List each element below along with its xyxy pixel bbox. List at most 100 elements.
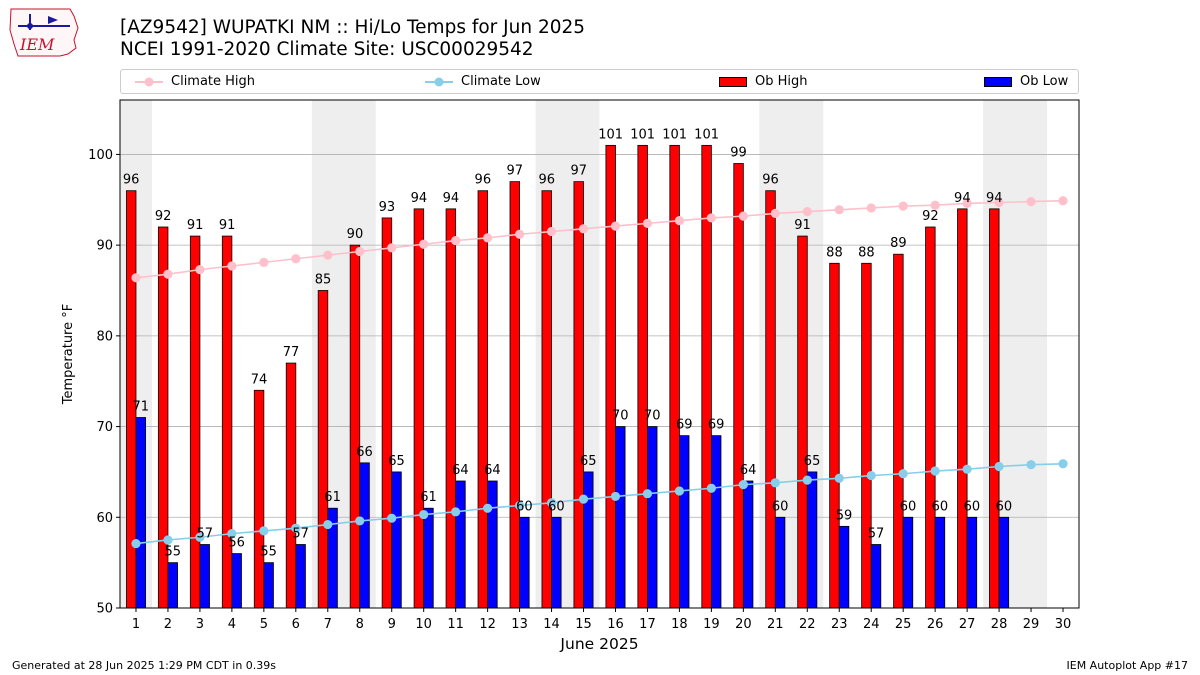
climate-low-point bbox=[930, 466, 940, 476]
ob-low-label: 59 bbox=[836, 508, 853, 523]
ob-high-swatch bbox=[719, 76, 747, 87]
climate-low-swatch bbox=[425, 77, 453, 86]
x-tick-label: 27 bbox=[959, 617, 976, 632]
ob-low-bar bbox=[167, 562, 178, 609]
x-tick-label: 24 bbox=[863, 617, 880, 632]
ob-low-bar bbox=[455, 480, 466, 609]
climate-low-point bbox=[355, 516, 365, 526]
ob-high-bar bbox=[189, 235, 201, 609]
climate-low-point bbox=[994, 461, 1004, 472]
ob-high-bar bbox=[989, 208, 1000, 609]
climate-low-point bbox=[674, 486, 685, 496]
ob-low-label: 70 bbox=[644, 409, 661, 424]
ob-low-label: 61 bbox=[324, 490, 341, 505]
chart-title: [AZ9542] WUPATKI NM :: Hi/Lo Temps for J… bbox=[120, 17, 586, 38]
ob-high-bar bbox=[509, 181, 520, 609]
ob-low-label: 57 bbox=[868, 527, 885, 542]
ob-low-label: 56 bbox=[228, 536, 245, 551]
bar-value-labels: 96 92 91 91 74 77 85 90 93 94 94 96 97 96 97 101 101 101 1… bbox=[123, 127, 1012, 559]
ob-high-label: 94 bbox=[443, 191, 460, 206]
climate-high-line bbox=[135, 199, 1064, 279]
climate-high-point bbox=[866, 203, 876, 213]
ob-high-label: 101 bbox=[662, 127, 687, 142]
x-tick-label: 4 bbox=[228, 617, 236, 632]
climate-high-point bbox=[930, 200, 940, 210]
ob-low-label: 70 bbox=[612, 409, 629, 424]
x-axis-label: June 2025 bbox=[559, 635, 638, 653]
climate-low-point bbox=[514, 500, 525, 511]
ob-low-label: 55 bbox=[260, 545, 277, 560]
ob-low-label: 60 bbox=[516, 499, 533, 514]
ob-high-label: 99 bbox=[730, 146, 747, 161]
climate-low-point bbox=[163, 535, 173, 545]
x-axis: 1 2 3 4 5 6 7 8 9 10 11 12 13 14 15 16 17 18 19 20 21 22 23 24 2… bbox=[132, 608, 1071, 632]
ob-low-bar bbox=[870, 544, 882, 609]
ob-high-bar bbox=[349, 244, 361, 609]
ob-low-bar bbox=[551, 516, 562, 609]
ob-low-bar bbox=[838, 525, 850, 609]
climate-low-point bbox=[419, 509, 429, 520]
ob-low-label: 60 bbox=[900, 499, 917, 514]
climate-low-point bbox=[962, 464, 972, 474]
ob-low-bar bbox=[647, 426, 658, 609]
x-tick-label: 5 bbox=[260, 617, 268, 632]
ob-low-bar bbox=[934, 516, 946, 609]
footer-generated: Generated at 28 Jun 2025 1:29 PM CDT in … bbox=[12, 659, 277, 672]
x-tick-label: 13 bbox=[511, 617, 528, 632]
x-tick-label: 11 bbox=[447, 617, 464, 632]
climate-high-point bbox=[514, 229, 525, 239]
ob-high-label: 92 bbox=[922, 209, 939, 224]
ob-low-label: 55 bbox=[164, 545, 181, 560]
ob-high-bar bbox=[317, 290, 329, 609]
y-tick-label: 80 bbox=[96, 329, 113, 344]
x-tick-label: 20 bbox=[735, 617, 752, 632]
ob-low-label: 65 bbox=[804, 454, 821, 469]
legend-label: Climate Low bbox=[461, 74, 541, 89]
ob-high-bar bbox=[285, 362, 297, 609]
ob-low-bar bbox=[774, 516, 786, 609]
ob-high-label: 97 bbox=[507, 164, 524, 179]
ob-low-label: 69 bbox=[708, 418, 725, 433]
ob-low-bar bbox=[710, 435, 722, 609]
ob-high-label: 94 bbox=[986, 191, 1003, 206]
climate-low-point bbox=[802, 475, 812, 485]
climate-low-point bbox=[898, 469, 908, 479]
legend-item-ob-low: Ob Low bbox=[984, 70, 1068, 93]
ob-low-label: 64 bbox=[484, 463, 501, 478]
ob-low-bar bbox=[391, 471, 402, 609]
x-tick-label: 7 bbox=[324, 617, 332, 632]
ob-low-label: 64 bbox=[452, 463, 469, 478]
climate-high-point bbox=[1026, 197, 1036, 207]
ob-high-label: 77 bbox=[283, 345, 300, 360]
ob-high-bar bbox=[541, 190, 552, 609]
ob-high-label: 101 bbox=[598, 127, 623, 142]
ob-high-bar bbox=[253, 389, 265, 609]
x-tick-label: 10 bbox=[415, 617, 432, 632]
climate-high-point bbox=[738, 211, 748, 221]
climate-low-point bbox=[259, 526, 269, 536]
x-tick-label: 8 bbox=[356, 617, 364, 632]
climate-high-point bbox=[962, 198, 972, 209]
ob-high-bar bbox=[445, 208, 457, 609]
x-tick-label: 23 bbox=[831, 617, 848, 632]
ob-low-bar bbox=[806, 471, 818, 609]
ob-high-label: 96 bbox=[762, 173, 779, 188]
ob-high-bar bbox=[797, 235, 808, 609]
ob-high-label: 88 bbox=[858, 245, 875, 260]
ob-low-swatch bbox=[984, 76, 1012, 87]
ob-high-bar bbox=[925, 226, 936, 609]
climate-high-swatch bbox=[135, 77, 163, 86]
ob-high-label: 96 bbox=[123, 173, 140, 188]
chart-subtitle: NCEI 1991-2020 Climate Site: USC00029542 bbox=[120, 39, 534, 60]
climate-high-point bbox=[163, 269, 173, 279]
ob-low-bar bbox=[135, 417, 146, 609]
climate-low-point bbox=[738, 480, 748, 490]
ob-low-bar bbox=[998, 516, 1010, 609]
climate-low-point bbox=[706, 483, 716, 493]
ob-low-label: 65 bbox=[388, 454, 405, 469]
x-tick-label: 17 bbox=[639, 617, 656, 632]
climate-low-point bbox=[610, 491, 621, 502]
x-tick-label: 1 bbox=[132, 617, 140, 632]
climate-lines-layer bbox=[131, 196, 1068, 549]
